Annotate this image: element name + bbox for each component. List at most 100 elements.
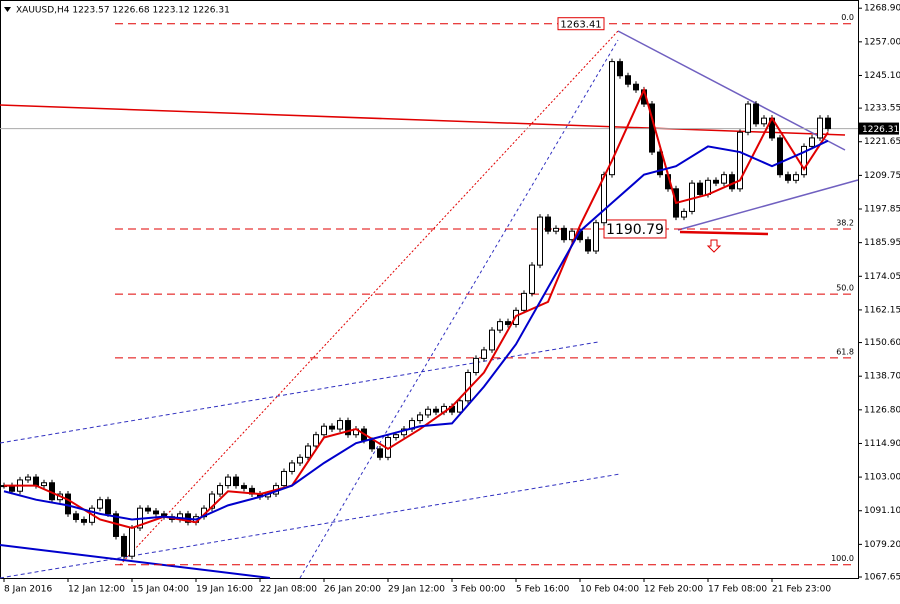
y-tick-label: 1174.05: [864, 272, 900, 282]
trend-line: [0, 104, 846, 136]
y-tick-label: 1197.85: [864, 205, 900, 215]
candle: [297, 456, 303, 464]
x-tick-label: 5 Feb 16:00: [516, 585, 570, 595]
candle: [505, 321, 511, 325]
candle: [825, 117, 831, 130]
candle: [625, 75, 631, 85]
candle: [537, 216, 543, 266]
candle: [585, 239, 591, 252]
triangle-lower: [677, 179, 859, 231]
x-tick-label: 29 Jan 12:00: [388, 585, 445, 595]
y-tick-label: 1268.90: [864, 4, 900, 14]
x-tick-label: 3 Feb 00:00: [452, 585, 506, 595]
candle: [561, 227, 567, 241]
candle: [281, 470, 287, 487]
price-label: 1190.79: [606, 222, 664, 238]
candle: [305, 445, 311, 458]
plot-frame: [0, 0, 859, 579]
y-tick-label: 1126.80: [864, 405, 900, 415]
candle: [809, 137, 815, 147]
fib-label: 50.0: [836, 284, 854, 293]
y-tick-label: 1079.20: [864, 540, 900, 550]
candle: [817, 117, 823, 139]
y-tick-label: 1091.10: [864, 506, 900, 516]
candle: [657, 151, 663, 176]
candle: [33, 476, 39, 487]
candle: [473, 357, 479, 374]
candle: [233, 476, 239, 487]
candle: [321, 425, 327, 436]
y-tick-label: 1103.00: [864, 473, 900, 483]
candle: [753, 103, 759, 125]
drawings: [0, 30, 859, 579]
fib-line: [119, 30, 619, 566]
y-tick-label: 1233.55: [864, 104, 900, 114]
candle: [105, 499, 111, 515]
x-tick-label: 15 Jan 04:00: [132, 585, 189, 595]
channel-line: [0, 341, 599, 444]
candle: [793, 174, 799, 181]
candle: [425, 408, 431, 416]
candle: [737, 131, 743, 190]
last-price-box: [859, 122, 899, 135]
candle: [521, 292, 527, 311]
candle: [617, 61, 623, 77]
fib-label: 38.2: [836, 218, 854, 227]
candle: [73, 513, 79, 520]
y-tick-label: 1138.70: [864, 372, 900, 382]
x-tick-label: 17 Feb 08:00: [708, 585, 767, 595]
moving-average: [4, 86, 829, 530]
candle: [777, 137, 783, 176]
candle: [313, 434, 319, 447]
candle: [553, 227, 559, 232]
candle: [497, 321, 503, 331]
candle: [225, 476, 231, 487]
support-line: [0, 544, 271, 579]
candle: [705, 179, 711, 195]
candle: [457, 400, 463, 413]
chart-title: XAUUSD,H4 1223.57 1226.68 1223.12 1226.3…: [16, 6, 230, 16]
candle: [217, 485, 223, 495]
candle: [145, 507, 151, 512]
candle: [489, 329, 495, 351]
last-price-label: 1226.31: [862, 125, 899, 135]
y-tick-label: 1257.00: [864, 37, 900, 47]
x-tick-label: 19 Jan 16:00: [196, 585, 253, 595]
level-line: [679, 230, 769, 236]
moving-average: [3, 139, 829, 521]
candle: [761, 117, 767, 125]
candle: [329, 425, 335, 430]
candle: [25, 476, 31, 481]
sell-arrow: [706, 239, 722, 253]
candle: [681, 210, 687, 218]
candle: [785, 174, 791, 181]
candle: [433, 408, 439, 413]
candle: [697, 182, 703, 195]
candle: [417, 414, 423, 422]
candle: [209, 493, 215, 509]
candle: [529, 264, 535, 294]
title-icon: [4, 7, 11, 12]
y-tick-label: 1114.90: [864, 439, 900, 449]
candle: [377, 448, 383, 458]
fib-label: 0.0: [841, 13, 854, 22]
fib-label: 61.8: [836, 347, 854, 356]
candle: [345, 420, 351, 436]
candle: [633, 83, 639, 91]
candle: [713, 179, 719, 184]
candle: [369, 439, 375, 450]
y-tick-label: 1245.10: [864, 71, 900, 81]
y-tick-label: 1185.95: [864, 238, 900, 248]
candle: [609, 61, 615, 176]
fib-label: 100.0: [831, 554, 854, 563]
candle: [81, 518, 87, 523]
candle: [393, 434, 399, 439]
candle: [153, 510, 159, 515]
channel-line: [299, 39, 619, 579]
x-tick-label: 22 Jan 08:00: [260, 585, 317, 595]
candle: [721, 174, 727, 184]
y-tick-label: 1162.15: [864, 305, 900, 315]
candle: [129, 527, 135, 557]
x-tick-label: 21 Feb 23:00: [772, 585, 831, 595]
